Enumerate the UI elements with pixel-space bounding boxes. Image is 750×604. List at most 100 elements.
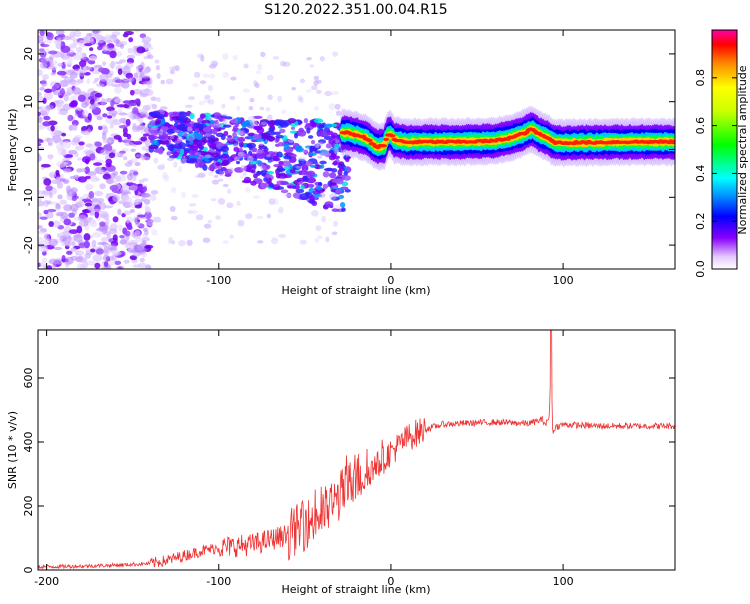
signal-blob — [298, 169, 309, 176]
noise-blob — [42, 108, 50, 115]
halo-blob — [311, 209, 319, 217]
halo-blob — [236, 200, 241, 206]
noise-blob — [55, 179, 63, 185]
halo-blob — [280, 60, 287, 67]
noise-blob — [121, 148, 130, 152]
noise-blob — [123, 259, 130, 264]
signal-blob — [279, 121, 289, 128]
noise-blob — [112, 234, 118, 242]
halo-blob — [193, 71, 201, 78]
snr-x-tick-label: -100 — [206, 575, 231, 588]
noise-blob — [76, 78, 84, 84]
noise-blob — [124, 230, 131, 237]
signal-blob — [243, 176, 252, 183]
signal-blob — [235, 160, 241, 165]
signal-blob — [293, 179, 303, 186]
noise-blob — [87, 112, 92, 121]
signal-blob — [298, 158, 306, 166]
halo-blob — [324, 91, 333, 96]
signal-blob — [222, 159, 229, 166]
noise-blob — [92, 232, 102, 238]
halo-blob — [234, 156, 240, 161]
noise-blob — [77, 214, 87, 221]
noise-blob — [59, 88, 66, 96]
noise-blob — [72, 106, 81, 110]
signal-blob — [201, 137, 207, 143]
noise-blob — [122, 126, 128, 135]
noise-blob — [79, 51, 85, 59]
noise-blob — [48, 171, 57, 178]
noise-blob — [116, 61, 123, 65]
noise-blob — [39, 62, 48, 69]
noise-blob — [133, 216, 138, 224]
noise-blob — [102, 255, 111, 262]
signal-blob — [166, 128, 176, 134]
halo-blob — [260, 182, 269, 190]
signal-blob — [214, 119, 219, 126]
halo-blob — [321, 215, 326, 223]
noise-blob — [145, 264, 152, 269]
halo-blob — [320, 149, 329, 156]
noise-blob — [126, 173, 133, 181]
noise-blob — [55, 176, 64, 180]
halo-blob — [208, 73, 216, 79]
noise-blob — [132, 113, 142, 120]
signal-blob — [166, 151, 172, 156]
halo-blob — [266, 74, 274, 81]
signal-blob — [184, 155, 190, 159]
halo-blob — [277, 95, 283, 103]
noise-blob — [103, 266, 109, 269]
noise-blob — [66, 185, 72, 194]
noise-blob — [57, 194, 63, 200]
noise-blob — [97, 67, 105, 73]
signal-blob — [339, 201, 346, 208]
halo-blob — [151, 229, 158, 236]
halo-blob — [316, 141, 324, 147]
noise-blob — [117, 137, 123, 143]
signal-blob — [275, 134, 284, 139]
halo-blob — [211, 61, 219, 67]
halo-blob — [317, 155, 323, 159]
halo-blob — [207, 171, 215, 176]
noise-blob — [77, 176, 88, 183]
halo-blob — [272, 198, 279, 205]
noise-blob — [109, 200, 116, 205]
signal-blob — [313, 196, 320, 201]
signal-blob — [249, 153, 258, 158]
signal-blob — [279, 128, 286, 134]
halo-blob — [255, 149, 264, 154]
noise-blob — [55, 212, 62, 217]
signal-blob — [253, 133, 259, 140]
signal-blob — [250, 169, 256, 174]
colorbar-tick-label: 0.6 — [694, 117, 707, 135]
noise-blob — [122, 33, 129, 38]
signal-blob — [179, 116, 189, 121]
noise-blob — [43, 92, 53, 100]
halo-blob — [222, 118, 228, 125]
noise-blob — [63, 204, 73, 212]
halo-blob — [314, 238, 320, 244]
carrier-blob — [672, 139, 675, 144]
noise-blob — [66, 250, 73, 255]
signal-blob — [281, 160, 291, 167]
halo-blob — [215, 215, 221, 220]
spectrogram-x-tick-label: 0 — [387, 274, 394, 287]
noise-blob — [92, 30, 102, 34]
noise-blob — [89, 47, 94, 52]
colorbar-tick-label: 0.8 — [694, 69, 707, 87]
signal-blob — [318, 130, 328, 137]
noise-blob — [72, 30, 82, 38]
noise-blob — [42, 121, 52, 127]
halo-blob — [184, 104, 193, 108]
halo-blob — [198, 100, 205, 106]
noise-blob — [68, 212, 75, 218]
noise-blob — [111, 83, 121, 88]
noise-blob — [89, 104, 97, 110]
halo-blob — [334, 204, 341, 210]
noise-blob — [38, 225, 43, 229]
noise-blob — [51, 85, 57, 93]
noise-blob — [39, 30, 45, 37]
noise-blob — [136, 65, 143, 69]
noise-blob — [128, 77, 135, 82]
halo-blob — [266, 213, 271, 219]
